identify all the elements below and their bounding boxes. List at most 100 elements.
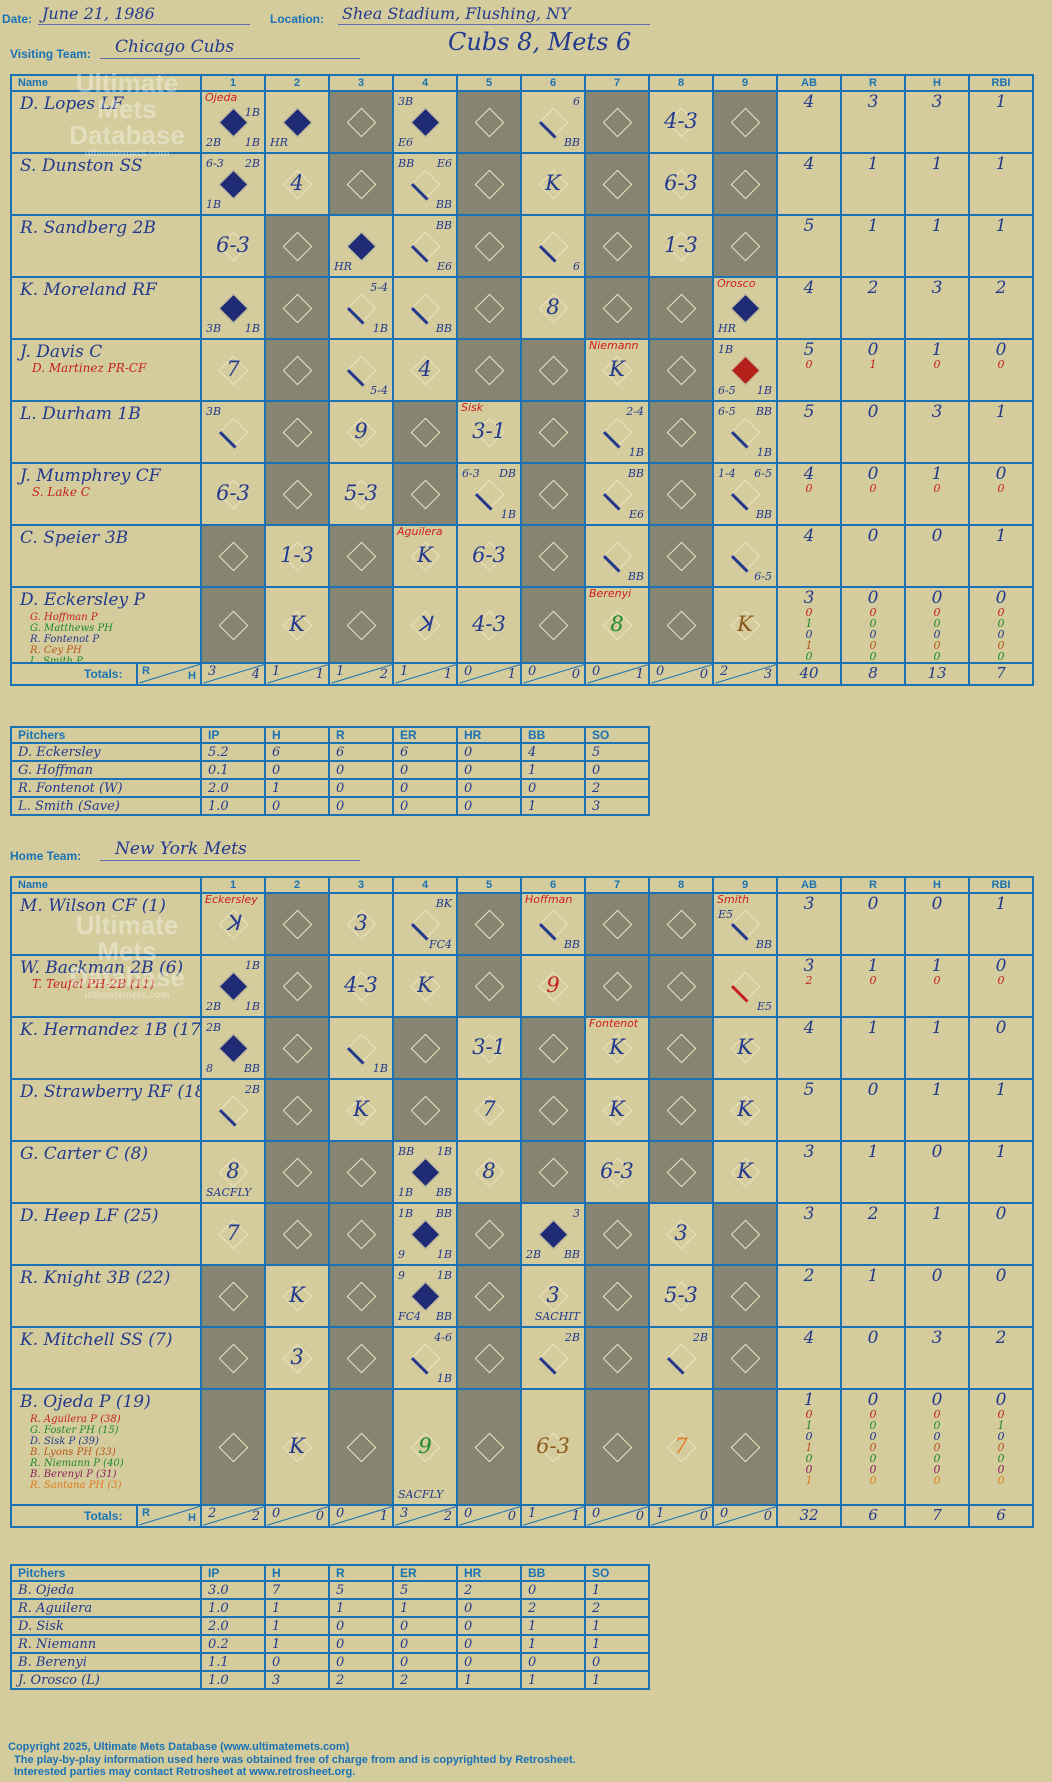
stat-ab: 5 xyxy=(776,400,842,464)
pitcher-stat: 2 xyxy=(392,1670,458,1690)
base-diamond xyxy=(602,231,633,262)
pitcher-row: R. Fontenot (W) 2.0 1 0 0 0 0 2 xyxy=(10,778,650,798)
stat-ab: 2 xyxy=(776,1264,842,1328)
play-note: 6 xyxy=(573,260,580,273)
inning-cell: 8 xyxy=(456,1140,522,1204)
stat-value: 0 xyxy=(997,628,1005,641)
inning-cell: Aguilera K xyxy=(392,524,458,588)
inning-cell xyxy=(264,1140,330,1204)
pitcher-stat: 0 xyxy=(328,760,394,780)
play-note: 2B xyxy=(206,1000,222,1013)
inning-cell: 3 SACHIT xyxy=(520,1264,586,1328)
play-code: 4 xyxy=(290,171,304,195)
base-diamond xyxy=(538,417,569,448)
stat-ab: 3 xyxy=(776,1202,842,1266)
inning-cell: 7 xyxy=(648,1388,714,1506)
inning-cell xyxy=(264,892,330,956)
inning-cell xyxy=(456,1326,522,1390)
batter-name-cell: D. Strawberry RF (18) xyxy=(10,1078,202,1142)
base-diamond xyxy=(410,1281,441,1312)
pitcher-stat: 0 xyxy=(520,1652,586,1672)
inning-cell xyxy=(648,524,714,588)
play-note: BB xyxy=(435,1207,452,1220)
play-code: 3-1 xyxy=(472,419,506,443)
batter-row: K. Moreland RF 3B 1B 5-4 1B BB 8 Orosco HR 4 2 3 2 xyxy=(10,276,1034,340)
batter-name-cell: J. Davis C D. Martinez PR-CF xyxy=(10,338,202,402)
pitcher-stat: 6 xyxy=(392,742,458,762)
stat-value: 1 xyxy=(869,358,877,371)
inning-cell: HR xyxy=(264,90,330,154)
inning-runs: 2 xyxy=(720,664,729,679)
stat-value: 4 xyxy=(803,464,815,484)
base-diamond xyxy=(346,231,377,262)
play-code: 6-3 xyxy=(216,233,250,257)
inning-cell: 1B 2B 1B xyxy=(200,954,266,1018)
stat-value: 0 xyxy=(867,588,879,608)
inning-runs: 1 xyxy=(656,1506,665,1521)
col-header-inning: 1 xyxy=(200,74,266,92)
inning-cell xyxy=(264,1078,330,1142)
batter-name: W. Backman 2B (6) xyxy=(20,958,184,978)
stat-value: 0 xyxy=(869,606,877,619)
pitcher-change: Niemann xyxy=(589,339,639,352)
stat-value: 0 xyxy=(933,482,941,495)
inning-cell xyxy=(200,586,266,664)
pitcher-stat: 2 xyxy=(328,1670,394,1690)
substitute-name: R. Aguilera P (38) xyxy=(30,1414,121,1425)
stat-value: 0 xyxy=(997,1474,1005,1487)
batter-row: S. Dunston SS 6-3 2B 1B 4 BB E6 BB K 6-3 4 1 1 1 xyxy=(10,152,1034,216)
stat-value: 0 xyxy=(869,482,877,495)
pitcher-stat: 2 xyxy=(584,778,650,798)
play-note: BB xyxy=(755,938,772,951)
inning-cell xyxy=(584,90,650,154)
inning-runs: 1 xyxy=(528,1506,537,1521)
stat-value: 0 xyxy=(933,358,941,371)
stat-value: 0 xyxy=(933,1408,941,1421)
play-code: 7 xyxy=(226,357,240,381)
base-diamond xyxy=(346,541,377,572)
stat-value: 1 xyxy=(805,1474,813,1487)
base-diamond xyxy=(474,971,505,1002)
base-diamond xyxy=(666,1157,697,1188)
inning-cell: BB xyxy=(584,524,650,588)
inning-cell: 4-3 xyxy=(648,90,714,154)
base-diamond xyxy=(730,1281,761,1312)
pitcher-stat: 1 xyxy=(328,1598,394,1618)
inning-cell: K xyxy=(712,586,778,664)
stat-value: 4 xyxy=(803,1328,815,1348)
play-note: 2-4 xyxy=(626,405,644,418)
inning-cell: K xyxy=(712,1078,778,1142)
play-note: 2B xyxy=(526,1248,542,1261)
stat-r: 2 xyxy=(840,276,906,340)
stat-h: 0 xyxy=(904,1264,970,1328)
stat-value: 0 xyxy=(867,402,879,422)
stat-rbi: 1 xyxy=(968,90,1034,154)
base-diamond xyxy=(410,1095,441,1126)
base-diamond xyxy=(538,610,569,641)
col-header-inning: 6 xyxy=(520,74,586,92)
batter-name: R. Knight 3B (22) xyxy=(20,1268,171,1288)
inning-cell: K xyxy=(264,1264,330,1328)
stat-value: 0 xyxy=(997,1463,1005,1476)
stat-value: 4 xyxy=(803,278,815,298)
play-note: 1B xyxy=(500,508,516,521)
col-header-r: R xyxy=(840,74,906,92)
play-code: K xyxy=(289,612,305,636)
play-code: 8 xyxy=(610,612,624,636)
totals-label-cell: Totals: R H xyxy=(10,1504,202,1528)
base-diamond xyxy=(410,107,441,138)
inning-cell: 6-3 xyxy=(200,214,266,278)
substitute-name: B. Berenyi P (31) xyxy=(30,1469,117,1480)
pitcher-stat: 0 xyxy=(520,1580,586,1600)
stat-value: 5 xyxy=(803,1080,815,1100)
inning-cell: Ojeda 1B 2B 1B xyxy=(200,90,266,154)
batter-name: R. Sandberg 2B xyxy=(20,218,156,238)
pitcher-stat: 0 xyxy=(456,742,522,762)
inning-hits: 1 xyxy=(379,1509,388,1524)
inning-cell: 3 xyxy=(264,1326,330,1390)
pitcher-name: R. Aguilera xyxy=(10,1598,202,1618)
